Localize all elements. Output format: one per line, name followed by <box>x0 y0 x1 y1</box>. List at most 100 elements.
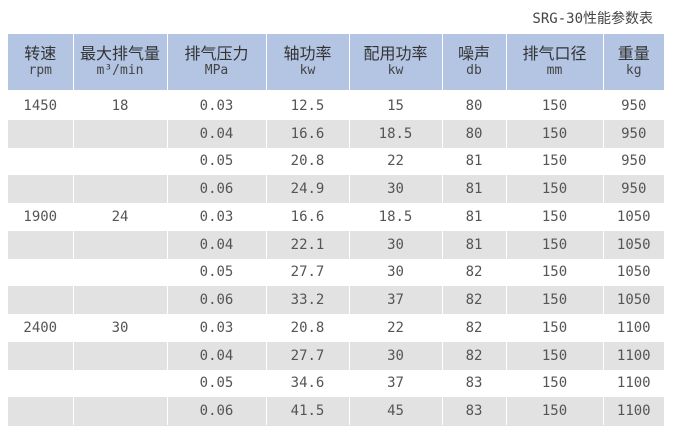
table-cell: 150 <box>506 230 604 259</box>
header-unit: db <box>466 63 482 78</box>
table-cell <box>73 175 168 203</box>
table-cell: 150 <box>506 175 604 203</box>
header-unit: kw <box>299 63 316 78</box>
table-cell: 82 <box>442 258 507 287</box>
header-label: 转速 <box>24 44 57 63</box>
table-cell: 22 <box>349 147 443 176</box>
table-cell: 150 <box>506 203 604 231</box>
table-cell: 18.5 <box>349 119 443 148</box>
table-row: 0.04 22.1 30 81 150 1050 <box>8 230 664 259</box>
table-body: 1450 18 0.03 12.5 15 80 150 950 0.04 16.6 18.5 80 15… <box>8 91 664 427</box>
table-row: 1900 24 0.03 16.6 18.5 81 150 1050 <box>8 203 664 231</box>
table-cell: 0.04 <box>167 119 267 148</box>
table-cell: 12.5 <box>266 91 350 120</box>
table-cell: 82 <box>442 314 507 342</box>
header-label: 重量 <box>617 44 650 63</box>
table-cell: 34.6 <box>266 369 350 398</box>
table-cell: 30 <box>73 314 168 342</box>
table-cell: 18.5 <box>349 203 443 231</box>
table-cell: 20.8 <box>266 314 350 342</box>
table-cell <box>73 147 168 176</box>
table-cell: 30 <box>349 258 443 287</box>
table-cell: 0.03 <box>167 314 267 342</box>
table-cell <box>8 341 74 370</box>
table-cell: 1100 <box>603 341 664 370</box>
table-cell: 37 <box>349 369 443 398</box>
table-row: 0.06 41.5 45 83 150 1100 <box>8 397 664 427</box>
table-cell: 1050 <box>603 286 664 314</box>
header-cell-shaft-power: 轴功率 kw <box>266 34 350 92</box>
table-row: 0.05 27.7 30 82 150 1050 <box>8 258 664 287</box>
table-cell: 33.2 <box>266 286 350 314</box>
table-cell: 0.03 <box>167 203 267 231</box>
header-cell-weight: 重量 kg <box>603 34 664 92</box>
table-cell: 22 <box>349 314 443 342</box>
table-cell: 1100 <box>616 375 651 392</box>
table-cell: 27.7 <box>266 258 350 287</box>
table-cell: 80 <box>442 91 507 120</box>
table-cell: 950 <box>603 119 664 148</box>
table-cell <box>8 258 74 287</box>
table-cell: 30 <box>349 341 443 370</box>
table-cell: 18 <box>73 91 168 120</box>
table-cell: 81 <box>442 230 507 259</box>
table-cell: 950 <box>621 153 647 170</box>
table-header: 转速 rpm 最大排气量 m³/min 排气压力 MPa 轴功率 kw 配用功率 kw 噪… <box>8 34 664 92</box>
table-cell: 41.5 <box>266 397 350 427</box>
table-cell: 0.05 <box>167 369 267 398</box>
table-cell: 30 <box>349 230 443 259</box>
table-cell: 150 <box>506 258 604 287</box>
table-cell: 0.04 <box>167 230 267 259</box>
table-cell: 16.6 <box>266 119 350 148</box>
table-cell <box>73 258 168 287</box>
header-label: 排气口径 <box>522 44 587 63</box>
table-cell: 0.05 <box>167 258 267 287</box>
table-cell: 24.9 <box>266 175 350 203</box>
header-unit: mm <box>546 63 563 78</box>
table-cell <box>8 286 74 314</box>
table-cell: 0.06 <box>167 286 267 314</box>
table-cell: 150 <box>506 397 604 427</box>
table-cell: 1100 <box>603 397 664 427</box>
table-cell: 30 <box>349 175 443 203</box>
table-row: 0.04 16.6 18.5 80 150 950 <box>8 119 664 148</box>
table-cell <box>73 369 168 398</box>
table-cell: 82 <box>442 341 507 370</box>
table-cell: 83 <box>442 397 507 427</box>
performance-table: 转速 rpm 最大排气量 m³/min 排气压力 MPa 轴功率 kw 配用功率 kw 噪… <box>8 34 664 427</box>
table-cell: 150 <box>506 369 604 398</box>
table-cell: 1450 <box>8 91 74 120</box>
table-cell <box>8 175 74 203</box>
table-cell: 0.06 <box>167 175 267 203</box>
table-cell: 0.06 <box>167 397 267 427</box>
table-cell: 82 <box>442 286 507 314</box>
table-cell: 83 <box>442 369 507 398</box>
table-cell: 16.6 <box>266 203 350 231</box>
header-unit: kw <box>387 63 404 78</box>
table-cell: 1050 <box>603 230 664 259</box>
table-cell: 150 <box>506 286 604 314</box>
table-cell: 1900 <box>8 203 74 231</box>
table-cell: 2400 <box>8 314 74 342</box>
table-row: 0.04 27.7 30 82 150 1100 <box>8 341 664 370</box>
table-cell: 81 <box>442 175 507 203</box>
header-cell-max-displacement: 最大排气量 m³/min <box>73 34 168 92</box>
table-cell <box>73 341 168 370</box>
header-row: 转速 rpm 最大排气量 m³/min 排气压力 MPa 轴功率 kw 配用功率 kw 噪… <box>8 34 664 92</box>
table-cell: 150 <box>506 314 604 342</box>
table-cell <box>8 369 74 398</box>
table-row: 0.05 34.6 37 83 150 1100 <box>8 369 664 398</box>
table-cell: 20.8 <box>266 147 350 176</box>
table-cell: 15 <box>349 91 443 120</box>
header-label: 配用功率 <box>363 44 428 63</box>
table-cell: 1100 <box>616 319 651 336</box>
table-cell: 950 <box>621 97 647 114</box>
header-cell-motor-power: 配用功率 kw <box>349 34 443 92</box>
header-unit: kg <box>625 63 642 78</box>
table-cell <box>73 119 168 148</box>
table-caption: SRG-30性能参数表 <box>532 11 653 27</box>
table-cell <box>8 119 74 148</box>
header-cell-outlet-diameter: 排气口径 mm <box>506 34 604 92</box>
header-label: 最大排气量 <box>79 44 160 63</box>
table-cell: 81 <box>442 203 507 231</box>
